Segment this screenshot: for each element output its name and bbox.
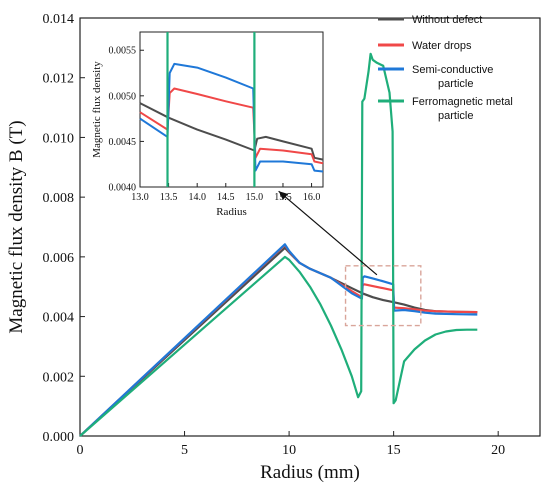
y-tick-label: 0.014 bbox=[43, 12, 75, 27]
inset-series-line-without-defect bbox=[139, 102, 324, 161]
zoom-region-box bbox=[344, 265, 422, 327]
series-line-water-drops bbox=[79, 243, 478, 437]
inset-x-tick-label: 13.0 bbox=[131, 192, 149, 203]
inset-x-tick-label: 13.5 bbox=[160, 192, 178, 203]
x-tick-label: 0 bbox=[77, 443, 84, 458]
inset-frame bbox=[139, 31, 324, 188]
inset-x-tick-label: 14.5 bbox=[217, 192, 235, 203]
inset-y-tick-label: 0.0045 bbox=[109, 137, 137, 148]
series-line-semi-conductive-particle bbox=[79, 243, 478, 437]
inset-x-tick-label: 15.0 bbox=[246, 192, 264, 203]
inset-plot: 0.0040 0.0045 0.0050 0.0055 13.0 13.5 14.0 14.5… bbox=[91, 31, 324, 218]
legend-label: Semi-conductive bbox=[412, 64, 493, 76]
legend-label: particle bbox=[438, 78, 473, 90]
main-plot: 0.000 0.002 0.004 0.006 0.008 0.010 0.012 0.014… bbox=[6, 12, 541, 483]
legend-label: particle bbox=[438, 110, 473, 122]
y-tick-label: 0.012 bbox=[43, 72, 75, 87]
legend: Without defect Water drops Semi-conductive… bbox=[378, 14, 513, 122]
inset-x-tick-label: 15.5 bbox=[274, 192, 292, 203]
y-axis-title: Magnetic flux density B (T) bbox=[6, 120, 27, 333]
y-tick-label: 0.000 bbox=[43, 430, 75, 445]
y-tick-label: 0.010 bbox=[43, 131, 75, 146]
y-tick-label: 0.006 bbox=[43, 251, 75, 266]
inset-series-line-semi-conductive-particle bbox=[139, 62, 324, 173]
legend-label: Water drops bbox=[412, 40, 472, 52]
y-tick-label: 0.002 bbox=[43, 370, 75, 385]
inset-x-axis-title: Radius bbox=[216, 206, 247, 218]
inset-y-tick-label: 0.0050 bbox=[109, 91, 137, 102]
series-line-without-defect bbox=[79, 246, 478, 437]
x-tick-label: 10 bbox=[282, 443, 296, 458]
x-tick-label: 20 bbox=[491, 443, 505, 458]
zoom-arrow-head bbox=[278, 191, 289, 201]
inset-y-tick-label: 0.0055 bbox=[109, 46, 137, 57]
inset-x-tick-label: 16.0 bbox=[303, 192, 321, 203]
plot-frame bbox=[79, 17, 541, 437]
x-tick-label: 15 bbox=[387, 443, 401, 458]
inset-y-tick-label: 0.0040 bbox=[109, 183, 137, 194]
series-line-ferromagnetic-metal-particle bbox=[79, 52, 478, 437]
x-axis-title: Radius (mm) bbox=[260, 462, 360, 483]
inset-x-tick-label: 14.0 bbox=[188, 192, 206, 203]
legend-label: Without defect bbox=[412, 14, 482, 26]
zoom-annotations bbox=[278, 190, 422, 327]
x-tick-label: 5 bbox=[181, 443, 188, 458]
inset-y-axis-title: Magnetic flux density bbox=[91, 61, 103, 158]
zoom-arrow-shaft bbox=[278, 190, 378, 276]
y-tick-label: 0.004 bbox=[43, 311, 75, 326]
legend-label: Ferromagnetic metal bbox=[412, 96, 513, 108]
y-tick-label: 0.008 bbox=[43, 191, 75, 206]
